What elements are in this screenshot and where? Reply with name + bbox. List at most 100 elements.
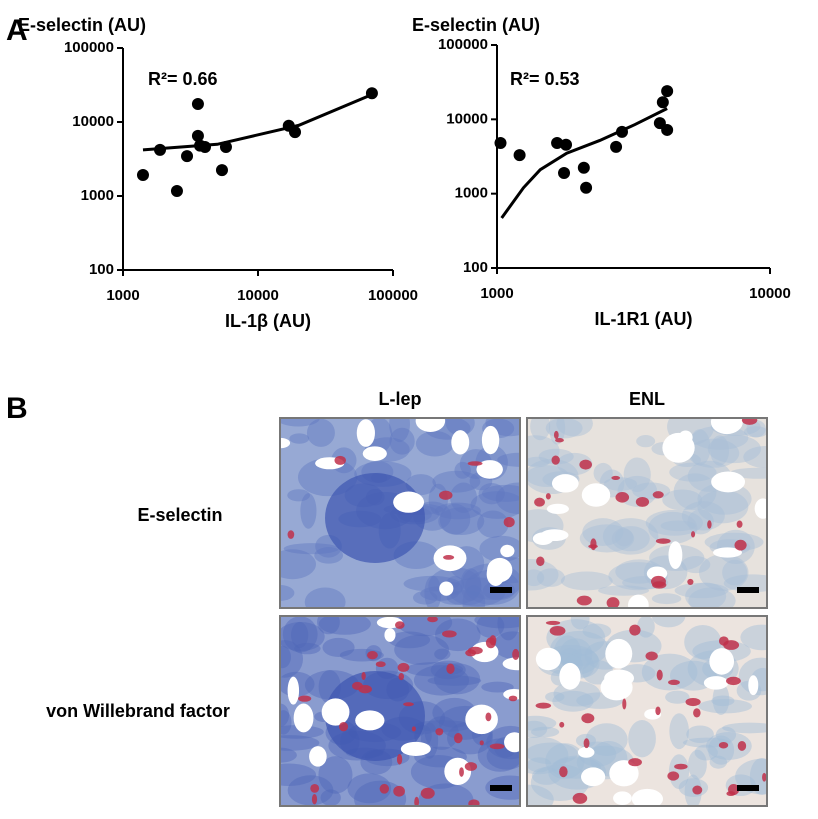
tissue-stain bbox=[320, 789, 341, 806]
vessel-stain bbox=[414, 796, 420, 806]
tissue-stain bbox=[280, 621, 325, 652]
tissue-stain bbox=[636, 435, 656, 448]
tissue-stain bbox=[743, 446, 767, 469]
tissue-stain bbox=[414, 720, 472, 732]
data-point bbox=[365, 87, 378, 100]
vessel-stain bbox=[655, 538, 671, 544]
vessel-stain bbox=[535, 702, 552, 709]
tissue-stain bbox=[280, 747, 297, 763]
vessel-stain bbox=[393, 785, 405, 797]
vessel-stain bbox=[379, 783, 390, 794]
vessel-stain bbox=[762, 772, 767, 782]
tissue-stain bbox=[582, 623, 612, 639]
x-axis-label: IL-1β (AU) bbox=[225, 311, 311, 331]
vacuole bbox=[502, 657, 520, 671]
tissue-stain bbox=[478, 483, 505, 505]
tissue-stain bbox=[669, 713, 689, 750]
scale-bar bbox=[490, 785, 512, 791]
y-tick-label: 10000 bbox=[72, 113, 114, 130]
vessel-stain bbox=[615, 492, 630, 503]
vacuole bbox=[393, 491, 425, 513]
tissue-stain bbox=[306, 418, 335, 447]
data-point bbox=[289, 126, 302, 139]
vessel-stain bbox=[351, 681, 363, 690]
tissue-stain bbox=[317, 616, 340, 635]
fit-line bbox=[142, 93, 373, 152]
tissue-stain bbox=[637, 616, 655, 638]
tissue-stain bbox=[527, 757, 552, 773]
vacuole bbox=[280, 437, 291, 449]
vessel-stain bbox=[549, 625, 566, 636]
y-tick-label: 100000 bbox=[438, 36, 488, 53]
tissue-stain bbox=[662, 489, 703, 511]
vessel-stain bbox=[674, 763, 688, 770]
tissue-stain bbox=[454, 461, 471, 479]
tissue-stain bbox=[280, 640, 304, 678]
x-tick-label: 100000 bbox=[368, 287, 418, 304]
tissue-stain bbox=[527, 435, 560, 467]
tissue-stain bbox=[280, 549, 316, 580]
vacuole bbox=[703, 676, 729, 690]
vessel-stain bbox=[628, 758, 642, 767]
tissue-stain bbox=[682, 737, 731, 748]
tissue-stain bbox=[527, 715, 557, 731]
tissue-stain bbox=[559, 647, 581, 668]
vacuole bbox=[321, 698, 350, 726]
tissue-stain bbox=[711, 695, 735, 707]
vacuole bbox=[754, 498, 767, 519]
vessel-stain bbox=[545, 620, 561, 625]
tissue-stain bbox=[628, 720, 656, 758]
tissue-stain bbox=[460, 568, 482, 602]
vessel-stain bbox=[396, 754, 403, 765]
vacuole bbox=[451, 430, 470, 455]
tissue-stain bbox=[550, 630, 609, 667]
data-point bbox=[181, 150, 194, 163]
vessel-stain bbox=[464, 762, 478, 771]
data-point bbox=[170, 184, 183, 197]
vacuole bbox=[609, 760, 639, 787]
vacuole bbox=[559, 662, 581, 690]
tissue-stain bbox=[282, 616, 318, 653]
tissue-stain bbox=[527, 456, 550, 468]
vacuole bbox=[711, 471, 746, 493]
tissue-stain bbox=[681, 501, 725, 531]
tissue-stain bbox=[280, 418, 320, 427]
vessel-stain bbox=[453, 732, 463, 744]
tissue-stain bbox=[603, 477, 638, 491]
scale-bar bbox=[490, 587, 512, 593]
tissue-stain bbox=[432, 470, 481, 493]
tissue-stain bbox=[389, 418, 410, 443]
vacuole bbox=[444, 757, 472, 785]
data-point bbox=[656, 96, 669, 109]
tissue-stain bbox=[686, 725, 714, 744]
vacuole bbox=[384, 628, 396, 642]
tissue-stain bbox=[280, 584, 295, 601]
tissue-stain bbox=[289, 433, 310, 444]
vacuole bbox=[631, 788, 664, 806]
tissue-stain bbox=[280, 645, 292, 669]
tissue-stain bbox=[660, 520, 696, 532]
tissue-stain bbox=[434, 502, 482, 520]
tissue-stain bbox=[527, 784, 554, 806]
tissue-stain bbox=[674, 582, 729, 599]
tissue-stain bbox=[593, 462, 613, 484]
data-point bbox=[661, 85, 674, 98]
data-point bbox=[580, 181, 593, 194]
tissue-layer bbox=[280, 616, 520, 806]
tissue-stain bbox=[497, 616, 520, 641]
vessel-stain bbox=[572, 792, 588, 804]
vessel-stain bbox=[545, 493, 551, 500]
tissue-image bbox=[526, 615, 768, 807]
tissue-stain bbox=[694, 744, 718, 761]
tissue-stain bbox=[435, 618, 481, 652]
vacuole bbox=[481, 425, 500, 455]
tissue-stain bbox=[428, 567, 482, 605]
vessel-stain bbox=[468, 799, 480, 806]
tissue-stain bbox=[304, 587, 346, 608]
tissue-stain bbox=[536, 568, 565, 587]
tissue-stain bbox=[439, 503, 471, 535]
data-point bbox=[558, 166, 571, 179]
tissue-stain bbox=[685, 582, 727, 608]
vessel-stain bbox=[667, 771, 680, 781]
row-label: E-selectin bbox=[137, 505, 222, 525]
